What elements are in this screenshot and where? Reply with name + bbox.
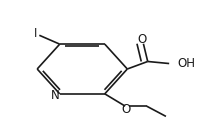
Text: OH: OH [177, 57, 195, 70]
Text: I: I [34, 27, 37, 40]
Text: O: O [138, 33, 147, 46]
Text: O: O [121, 103, 130, 116]
Text: N: N [51, 89, 59, 102]
